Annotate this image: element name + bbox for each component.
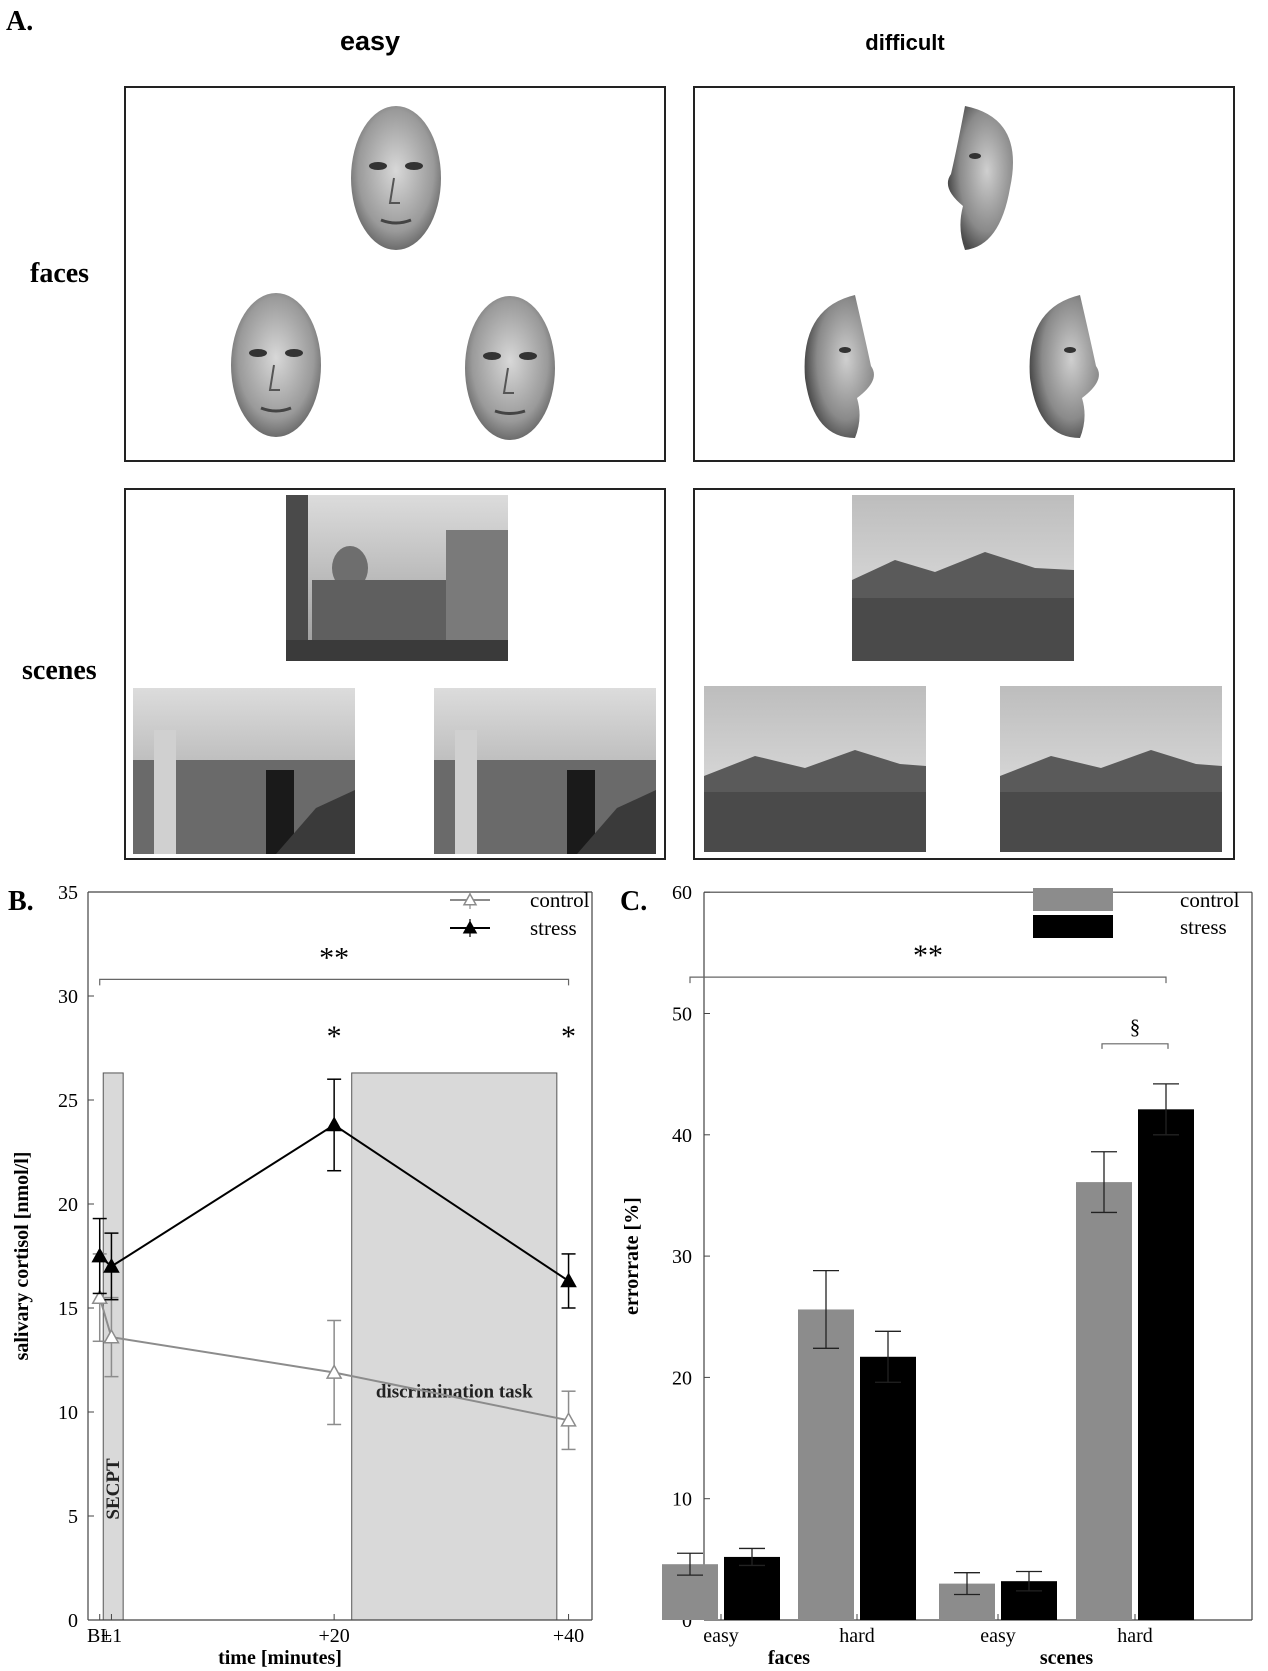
y-tick-label: 60	[672, 882, 692, 904]
data-point-control	[103, 1328, 120, 1344]
legend-marker-stress	[462, 920, 478, 934]
y-tick-label: 10	[672, 1489, 692, 1511]
row-head-faces: faces	[30, 258, 90, 289]
y-tick-label: 25	[58, 1090, 78, 1112]
bar-stress-3	[1138, 1109, 1194, 1620]
row-head-scenes: scenes	[22, 655, 97, 686]
x-tick-label: easy	[703, 1625, 739, 1647]
x-tick-label: hard	[839, 1625, 875, 1647]
bar-stress-1	[860, 1356, 916, 1620]
scenes-difficult-frame	[693, 488, 1235, 860]
y-tick-label: 15	[58, 1298, 78, 1320]
group-label-faces: faces	[768, 1647, 810, 1669]
data-point-stress	[103, 1257, 120, 1273]
significance-overall: **	[913, 939, 943, 972]
y-tick-label: 30	[58, 986, 78, 1008]
faces-easy-frame	[124, 86, 666, 462]
significance-point-40: *	[561, 1020, 576, 1053]
errorrate-bar-chart: 0 10 20 30 40 50 60 errorrate [%] easy hard easy ha…	[621, 882, 1253, 1669]
shaded-region-0	[102, 1072, 124, 1621]
y-tick-label: 0	[68, 1610, 78, 1632]
y-tick-label: 5	[68, 1506, 78, 1528]
scenes-difficult-stimuli	[704, 495, 1222, 852]
y-tick-label: 10	[58, 1402, 78, 1424]
y-tick-label: 40	[672, 1125, 692, 1147]
significance-bracket-hard-scenes	[1101, 1043, 1169, 1049]
secpt-label: SECPT	[103, 1458, 124, 1520]
x-tick-label: +40	[553, 1625, 584, 1647]
legend-swatch-control	[1033, 888, 1113, 911]
significance-bracket	[99, 978, 570, 986]
panel-c-letter: C.	[620, 886, 648, 917]
scenes-easy-frame	[124, 488, 666, 860]
landscape-photo-left	[704, 686, 926, 852]
data-point-control	[560, 1411, 577, 1427]
face-icon-left	[231, 293, 321, 437]
significance-overall: **	[319, 941, 349, 974]
faces-easy-stimuli	[231, 106, 555, 440]
bar-control-1	[798, 1309, 854, 1620]
x-axis-label: time [minutes]	[218, 1647, 342, 1669]
legend-swatch-stress	[1033, 915, 1113, 938]
bar-stress-0	[724, 1556, 780, 1620]
x-tick-label: BL	[87, 1625, 113, 1647]
significance-point-20: *	[327, 1020, 342, 1053]
face-icon-right	[465, 296, 555, 440]
legend-label-stress: stress	[1180, 915, 1227, 939]
y-axis-label: salivary cortisol [nmol/l]	[11, 1152, 33, 1361]
y-axis-label: errorrate [%]	[621, 1197, 643, 1315]
x-tick-label: easy	[980, 1625, 1016, 1647]
y-tick-label: 0	[682, 1610, 692, 1632]
landscape-photo-right	[1000, 686, 1222, 852]
cortisol-line-chart: SECPT discrimination task 0 5 10 15 20 25 30 35 BL…	[11, 882, 593, 1669]
y-tick-label: 30	[672, 1246, 692, 1268]
x-tick-label: hard	[1117, 1625, 1153, 1647]
shaded-region-1	[351, 1072, 558, 1621]
y-tick-label: 20	[672, 1367, 692, 1389]
panel-a-letter: A.	[6, 6, 34, 37]
panel-b-letter: B.	[8, 886, 34, 917]
profile-face-icon-top	[947, 106, 1013, 250]
profile-face-icon-left	[804, 295, 874, 438]
profile-face-icon-right	[1029, 295, 1099, 438]
landscape-photo-top	[852, 495, 1074, 661]
city-skyline-photo-left	[133, 688, 355, 854]
legend-marker-control	[462, 892, 478, 906]
data-point-control	[325, 1363, 343, 1379]
group-label-scenes: scenes	[1040, 1647, 1094, 1669]
legend-label-stress: stress	[530, 916, 577, 940]
faces-difficult-stimuli	[804, 106, 1099, 438]
legend-label-control: control	[530, 888, 590, 912]
city-street-photo	[286, 495, 508, 661]
x-tick-label: +20	[318, 1625, 349, 1647]
col-head-easy: easy	[339, 26, 401, 56]
y-tick-label: 35	[58, 882, 78, 904]
col-head-difficult: difficult	[865, 30, 945, 55]
y-tick-label: 20	[58, 1194, 78, 1216]
series-line-control	[98, 1297, 569, 1422]
legend-label-control: control	[1180, 888, 1240, 912]
task-label: discrimination task	[376, 1381, 533, 1402]
scenes-easy-stimuli	[133, 495, 656, 854]
significance-hard-scenes: §	[1130, 1015, 1141, 1039]
data-point-stress	[560, 1272, 577, 1288]
data-point-control	[91, 1289, 108, 1304]
city-skyline-photo-right	[434, 688, 656, 854]
y-tick-label: 50	[672, 1004, 692, 1026]
significance-bracket	[689, 976, 1167, 984]
x-tick-label: +1	[101, 1625, 122, 1647]
data-point-stress	[91, 1247, 108, 1263]
face-icon-top	[351, 106, 441, 250]
faces-difficult-frame	[693, 86, 1235, 462]
bar-control-3	[1076, 1182, 1132, 1620]
data-point-stress	[325, 1116, 343, 1132]
